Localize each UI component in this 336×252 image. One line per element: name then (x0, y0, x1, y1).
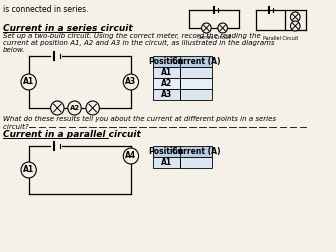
Text: Current (A): Current (A) (172, 147, 220, 156)
Bar (180, 67, 212, 78)
Text: is connected in series.: is connected in series. (3, 5, 88, 14)
Circle shape (291, 21, 300, 31)
Text: A3: A3 (125, 78, 136, 86)
Circle shape (68, 101, 81, 115)
Text: Parallel Circuit: Parallel Circuit (263, 36, 299, 41)
Text: Position: Position (149, 57, 184, 66)
Text: A2: A2 (161, 79, 172, 88)
Text: Series Circuit: Series Circuit (198, 35, 230, 40)
Text: Current in a parallel circuit: Current in a parallel circuit (3, 130, 141, 139)
Text: current at position A1, A2 and A3 in the circuit, as illustrated in the diagrams: current at position A1, A2 and A3 in the… (3, 40, 275, 46)
Circle shape (21, 74, 36, 90)
Text: Position: Position (149, 147, 184, 156)
Circle shape (202, 23, 211, 33)
Text: What do these results tell you about the current at different points in a series: What do these results tell you about the… (3, 116, 276, 122)
Circle shape (291, 12, 300, 22)
Text: A1: A1 (161, 158, 172, 167)
Text: A3: A3 (161, 90, 172, 99)
Bar (153, 157, 180, 168)
Bar (153, 146, 212, 157)
Text: below.: below. (3, 47, 25, 53)
Bar (180, 157, 212, 168)
Bar (153, 56, 212, 67)
Text: circuit?: circuit? (3, 124, 31, 130)
Bar (180, 78, 212, 89)
Text: A4: A4 (125, 151, 136, 161)
Text: A1: A1 (23, 166, 34, 174)
Circle shape (123, 148, 138, 164)
Text: Current (A): Current (A) (172, 57, 220, 66)
Bar (153, 78, 180, 89)
Text: A1: A1 (23, 78, 34, 86)
Circle shape (123, 74, 138, 90)
Bar (180, 89, 212, 100)
Text: A2: A2 (70, 105, 80, 111)
Circle shape (86, 101, 99, 115)
Circle shape (21, 162, 36, 178)
Text: A1: A1 (161, 68, 172, 77)
Circle shape (51, 101, 64, 115)
Text: Set up a two-bulb circuit. Using the correct meter, record the reading the: Set up a two-bulb circuit. Using the cor… (3, 33, 261, 39)
Bar (153, 89, 180, 100)
Text: Current in a series circuit: Current in a series circuit (3, 24, 132, 33)
Bar (153, 67, 180, 78)
Circle shape (218, 23, 227, 33)
